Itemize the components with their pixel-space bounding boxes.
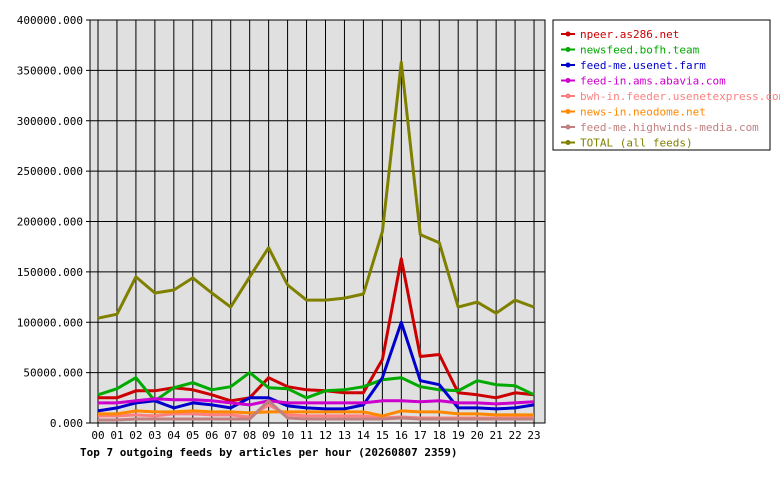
y-tick-label: 300000.000 xyxy=(17,115,83,128)
legend-box xyxy=(552,19,771,151)
x-tick-label: 07 xyxy=(224,429,237,442)
x-tick-label: 04 xyxy=(167,429,181,442)
legend-label: feed-me.highwinds-media.com xyxy=(580,121,759,134)
legend-marker xyxy=(565,93,571,99)
x-tick-label: 17 xyxy=(414,429,427,442)
x-tick-label: 20 xyxy=(471,429,484,442)
series-lines xyxy=(97,60,535,422)
x-tick-label: 21 xyxy=(490,429,503,442)
legend-label: TOTAL (all feeds) xyxy=(580,137,693,150)
x-tick-label: 18 xyxy=(433,429,446,442)
legend-marker xyxy=(565,140,571,145)
x-tick-label: 22 xyxy=(508,429,521,442)
x-tick-label: 15 xyxy=(376,429,389,442)
x-tick-label: 11 xyxy=(300,429,313,442)
x-tick-label: 23 xyxy=(527,429,540,442)
y-axis-ticks: 0.000 50000.000 100000.000 150000.000 200000… xyxy=(17,14,90,430)
legend-label: news-in.neodome.net xyxy=(580,106,706,119)
legend-marker xyxy=(565,78,571,83)
x-tick-label: 03 xyxy=(148,429,161,442)
legend-label: feed-in.ams.abavia.com xyxy=(580,75,726,88)
series-line-newsfeed-bofh-team xyxy=(97,371,535,403)
legend-marker xyxy=(565,31,571,37)
x-axis-ticks: 00 01 02 03 04 05 06 07 08 09 10 11 12 13 14 15 16 17 18 19… xyxy=(91,423,541,442)
x-tick-label: 19 xyxy=(452,429,465,442)
y-tick-label: 150000.000 xyxy=(17,266,83,279)
series-line-feed-in-ams-abavia-com xyxy=(98,397,535,407)
y-tick-label: 50000.000 xyxy=(23,367,83,380)
y-tick-label: 400000.000 xyxy=(17,14,83,27)
series-line-feed-me-usenet-farm xyxy=(97,320,535,413)
x-tick-label: 05 xyxy=(186,429,199,442)
x-tick-label: 02 xyxy=(129,429,142,442)
x-tick-label: 14 xyxy=(357,429,371,442)
x-tick-label: 12 xyxy=(319,429,332,442)
chart-title: Top 7 outgoing feeds by articles per hou… xyxy=(80,446,458,459)
y-tick-label: 0.000 xyxy=(50,417,83,430)
legend-label: newsfeed.bofh.team xyxy=(580,44,700,57)
y-tick-label: 350000.000 xyxy=(17,64,83,77)
series-line-feed-me-highwinds-media-com xyxy=(98,399,534,422)
x-tick-label: 09 xyxy=(262,429,275,442)
y-tick-label: 100000.000 xyxy=(17,316,83,329)
x-tick-label: 01 xyxy=(110,429,123,442)
y-tick-label: 250000.000 xyxy=(17,165,83,178)
y-tick-label: 200000.000 xyxy=(17,216,83,229)
legend: npeer.as286.net newsfeed.bofh.team feed-me… xyxy=(552,19,780,151)
legend-label: feed-me.usenet.farm xyxy=(580,59,706,72)
series-line-news-in-neodome-net xyxy=(98,409,534,418)
legend-label: npeer.as286.net xyxy=(580,28,679,41)
x-tick-label: 00 xyxy=(91,429,104,442)
x-tick-label: 13 xyxy=(338,429,351,442)
series-line-total-all-feeds- xyxy=(97,60,535,320)
x-tick-label: 10 xyxy=(281,429,294,442)
legend-label: bwh-in.feeder.usenetexpress.com xyxy=(580,90,780,103)
x-tick-label: 08 xyxy=(243,429,256,442)
legend-marker xyxy=(565,109,571,114)
x-tick-label: 16 xyxy=(395,429,408,442)
legend-marker xyxy=(565,62,571,68)
x-tick-label: 06 xyxy=(205,429,218,442)
legend-marker xyxy=(565,124,571,130)
legend-marker xyxy=(565,47,571,52)
